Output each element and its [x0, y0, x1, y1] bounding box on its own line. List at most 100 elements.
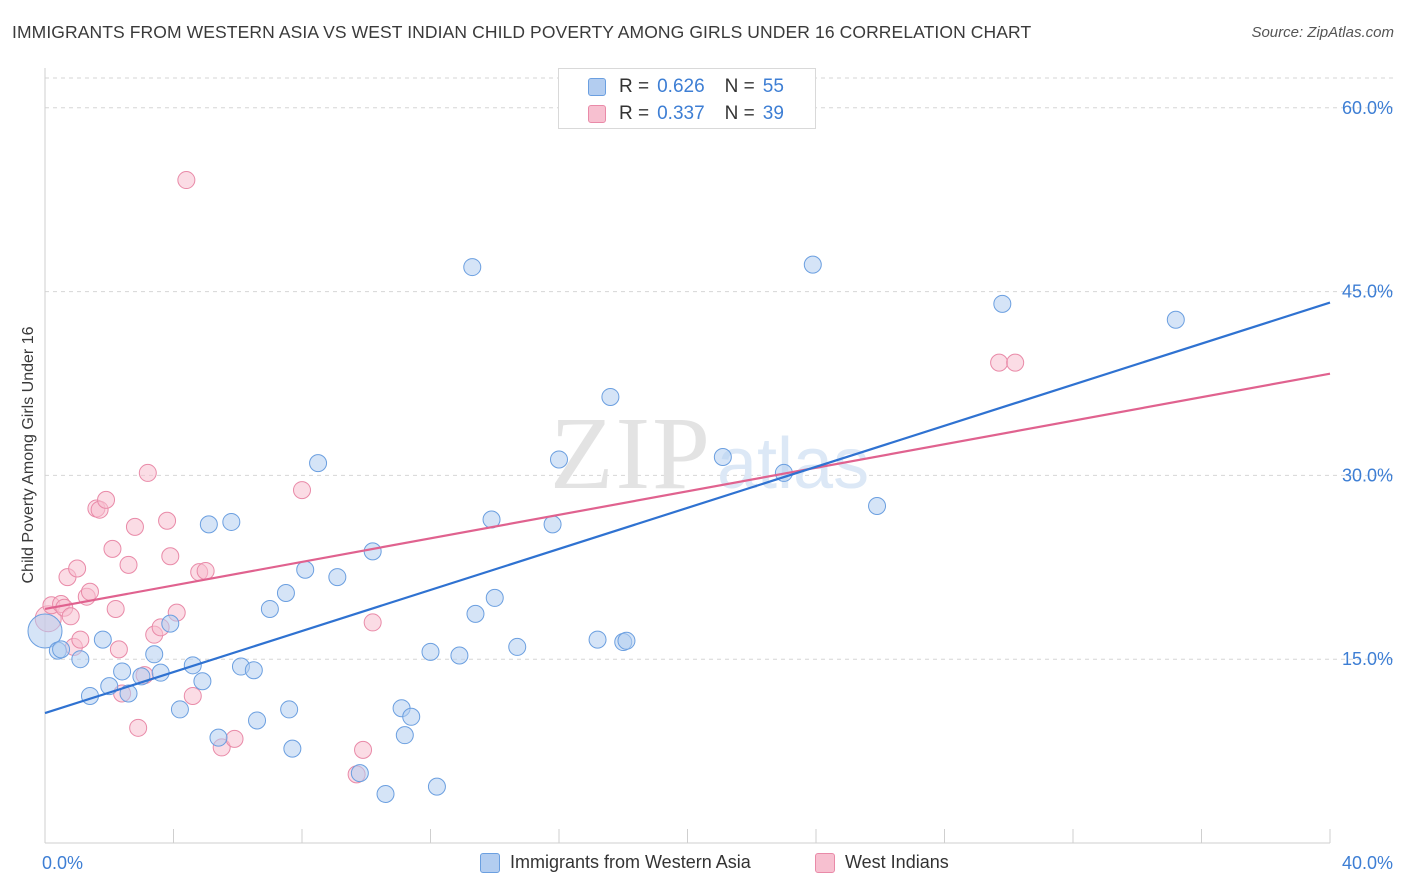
west-indians-point [1006, 353, 1025, 372]
axes [44, 68, 1331, 844]
bottom-legend-label: West Indians [845, 852, 949, 872]
legend-swatch-blue [588, 78, 606, 96]
western-asia-point [309, 454, 328, 473]
western-asia-point [588, 630, 607, 649]
west-indians-point [106, 599, 125, 618]
western-asia-point [485, 588, 504, 607]
western-asia-point [248, 711, 267, 730]
western-asia-point [244, 661, 263, 680]
west-indians-point [177, 171, 196, 190]
western-asia-point [466, 604, 485, 623]
west-indians-point [990, 353, 1009, 372]
chart-title: IMMIGRANTS FROM WESTERN ASIA VS WEST IND… [12, 22, 1032, 42]
west-indians-point [158, 511, 177, 530]
west-indians-points [34, 171, 1025, 784]
western-asia-point [868, 497, 887, 516]
western-asia-point [283, 739, 302, 758]
correlation-legend: R = 0.626 N = 55 R = 0.337 N = 39 [558, 68, 816, 129]
western-asia-point [193, 672, 212, 691]
western-asia-point [617, 631, 636, 650]
western-asia-point [280, 700, 299, 719]
west-indians-point [183, 686, 202, 705]
y-tick-label: 30.0% [1342, 465, 1393, 485]
western-asia-point [508, 637, 527, 656]
west-indians-point [71, 630, 90, 649]
western-asia-point [328, 568, 347, 587]
western-asia-point [427, 777, 446, 796]
legend-row-western-asia: R = 0.626 N = 55 [619, 75, 784, 99]
western-asia-point [543, 515, 562, 534]
western-asia-point [27, 613, 63, 649]
west-indians-point [109, 640, 128, 659]
western-asia-point [550, 450, 568, 469]
y-tick-label: 45.0% [1342, 282, 1393, 302]
bottom-swatch-pink [815, 852, 835, 873]
legend-r-value: 0.626 [657, 76, 705, 97]
west-indians-point [97, 490, 116, 509]
y-axis-label: Child Poverty Among Girls Under 16 [20, 326, 37, 584]
west-indians-trend-line [44, 372, 1331, 611]
western-asia-point [260, 599, 279, 618]
y-tick-label: 15.0% [1342, 649, 1393, 669]
legend-r-label: R = [619, 76, 650, 97]
western-asia-point [276, 584, 295, 603]
western-asia-point [170, 700, 189, 719]
west-indians-point [161, 547, 180, 566]
western-asia-point [376, 784, 395, 803]
western-asia-point [119, 684, 138, 703]
west-indians-point [119, 555, 138, 574]
western-asia-point [421, 642, 440, 661]
west-indians-point [125, 517, 144, 536]
western-asia-points [27, 255, 1185, 803]
western-asia-point [1166, 310, 1185, 329]
x-tick-label: 40.0% [1342, 853, 1393, 873]
legend-n-label: N = [724, 103, 755, 124]
western-asia-point [296, 560, 315, 579]
source-label: Source: ZipAtlas.com [1251, 24, 1394, 41]
west-indians-point [61, 607, 80, 626]
legend-row-west-indians: R = 0.337 N = 39 [619, 102, 784, 126]
western-asia-point [803, 255, 822, 274]
western-asia-point [93, 630, 112, 649]
west-indians-point [363, 613, 382, 632]
western-asia-point [71, 650, 90, 669]
western-asia-point [713, 448, 732, 466]
bottom-legend-west-indians: West Indians [815, 852, 949, 873]
west-indians-point [138, 463, 157, 482]
watermark: ZIP atlas [550, 396, 869, 511]
legend-r-label: R = [619, 103, 650, 124]
trend-lines [44, 301, 1331, 715]
west-indians-point [103, 539, 122, 558]
western-asia-point [993, 294, 1012, 313]
legend-r-value: 0.337 [657, 103, 705, 124]
western-asia-point [52, 640, 71, 659]
legend-n-value: 39 [762, 103, 784, 124]
western-asia-point [450, 646, 469, 665]
west-indians-point [196, 561, 215, 580]
western-asia-point [395, 726, 414, 745]
bottom-swatch-blue [480, 852, 500, 873]
western-asia-point [350, 764, 369, 783]
western-asia-trend-line [44, 301, 1331, 715]
west-indians-point [68, 559, 87, 578]
x-tick-label: 0.0% [42, 853, 83, 873]
western-asia-point [222, 512, 241, 531]
western-asia-point [363, 542, 382, 561]
western-asia-point [145, 645, 164, 664]
y-tick-label: 60.0% [1342, 98, 1393, 118]
legend-n-value: 55 [762, 76, 784, 97]
west-indians-point [129, 718, 148, 737]
watermark-zip: ZIP [550, 396, 712, 511]
western-asia-point [199, 515, 218, 534]
legend-n-label: N = [724, 76, 755, 97]
bottom-legend-western-asia: Immigrants from Western Asia [480, 852, 751, 873]
western-asia-point [161, 614, 180, 633]
west-indians-point [80, 582, 99, 601]
west-indians-point [354, 740, 373, 759]
west-indians-point [225, 729, 244, 748]
legend-swatch-pink [588, 105, 606, 123]
western-asia-point [402, 707, 421, 726]
tick-labels: 15.0% 30.0% 45.0% 60.0% 0.0% 40.0% [42, 98, 1393, 873]
western-asia-point [113, 662, 132, 681]
